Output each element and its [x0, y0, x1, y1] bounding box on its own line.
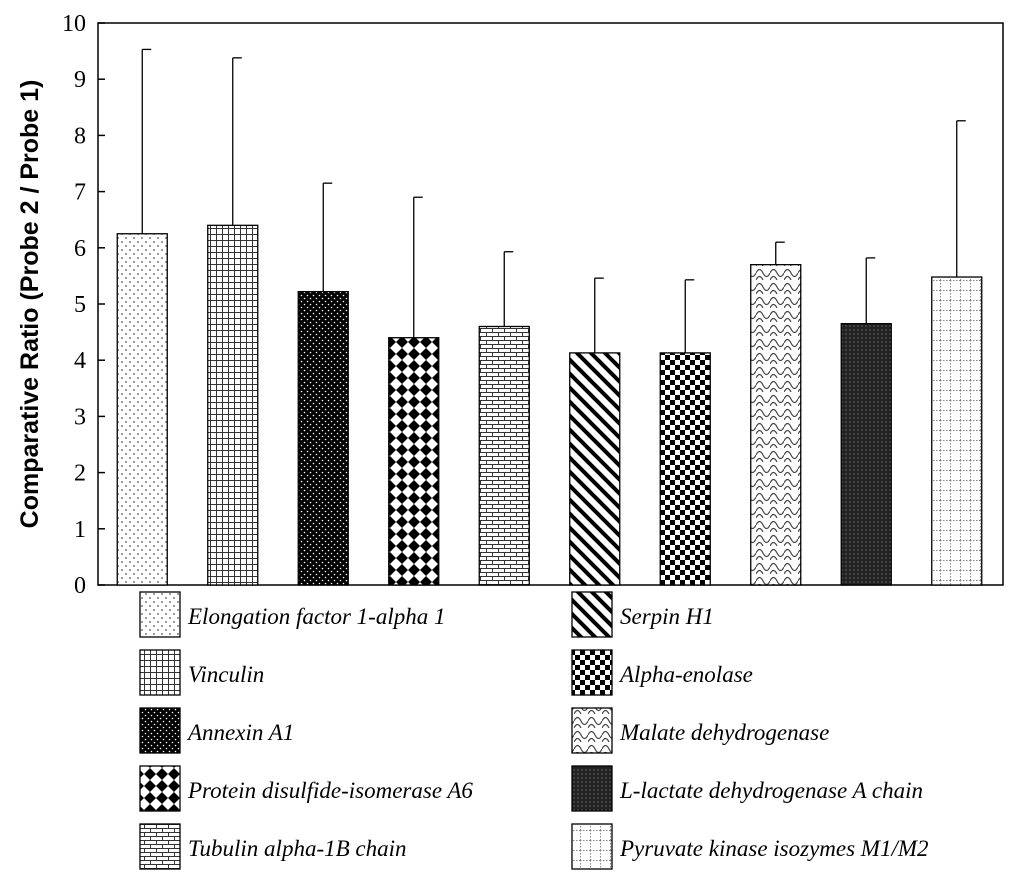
bar	[750, 264, 802, 586]
y-axis-label: Comparative Ratio (Probe 2 / Probe 1)	[16, 80, 44, 529]
legend-swatch	[139, 765, 181, 812]
y-tick-label: 6	[74, 236, 86, 262]
y-tick-label: 0	[74, 573, 86, 599]
legend-label: Alpha-enolase	[618, 662, 753, 687]
legend-label: Pyruvate kinase isozymes M1/M2	[619, 836, 929, 861]
y-tick-label: 2	[74, 461, 86, 487]
legend-label: Annexin A1	[186, 720, 294, 745]
legend-label: Vinculin	[188, 662, 264, 687]
y-tick-label: 4	[74, 348, 86, 374]
legend-label: L-lactate dehydrogenase A chain	[619, 778, 923, 803]
bar	[478, 325, 530, 586]
y-tick-label: 10	[62, 11, 86, 37]
y-axis-ticks: 0 1 2 3 4 5 6 7 8 9 10	[62, 11, 105, 599]
legend-label: Serpin H1	[620, 604, 714, 629]
bar	[116, 233, 168, 586]
bars	[116, 224, 983, 586]
bar	[207, 224, 259, 586]
legend-swatch	[571, 765, 613, 812]
legend-swatch	[139, 823, 181, 870]
legend-label: Elongation factor 1-alpha 1	[187, 604, 445, 629]
y-tick-label: 3	[74, 404, 86, 430]
y-tick-label: 9	[74, 67, 86, 93]
legend-label: Protein disulfide-isomerase A6	[187, 778, 473, 803]
bar	[569, 352, 621, 586]
bar	[659, 352, 711, 586]
legend-swatch	[571, 591, 613, 638]
legend-label: Malate dehydrogenase	[619, 720, 829, 745]
bar	[931, 276, 983, 586]
legend-label: Tubulin alpha-1B chain	[188, 836, 407, 861]
legend-swatch	[571, 823, 613, 870]
bar	[840, 323, 892, 586]
error-bars	[141, 48, 966, 353]
legend-swatch	[139, 591, 181, 638]
y-tick-label: 8	[74, 123, 86, 149]
y-tick-label: 1	[74, 517, 86, 543]
y-tick-label: 7	[74, 180, 86, 206]
bar	[297, 290, 349, 586]
legend-swatch	[139, 707, 181, 754]
y-tick-label: 5	[74, 292, 86, 318]
legend-swatch	[571, 707, 613, 754]
legend-swatch	[571, 649, 613, 696]
legend-swatch	[139, 649, 181, 696]
legend: Elongation factor 1-alpha 1 Vinculin Annex…	[139, 591, 929, 870]
bar	[388, 337, 440, 586]
